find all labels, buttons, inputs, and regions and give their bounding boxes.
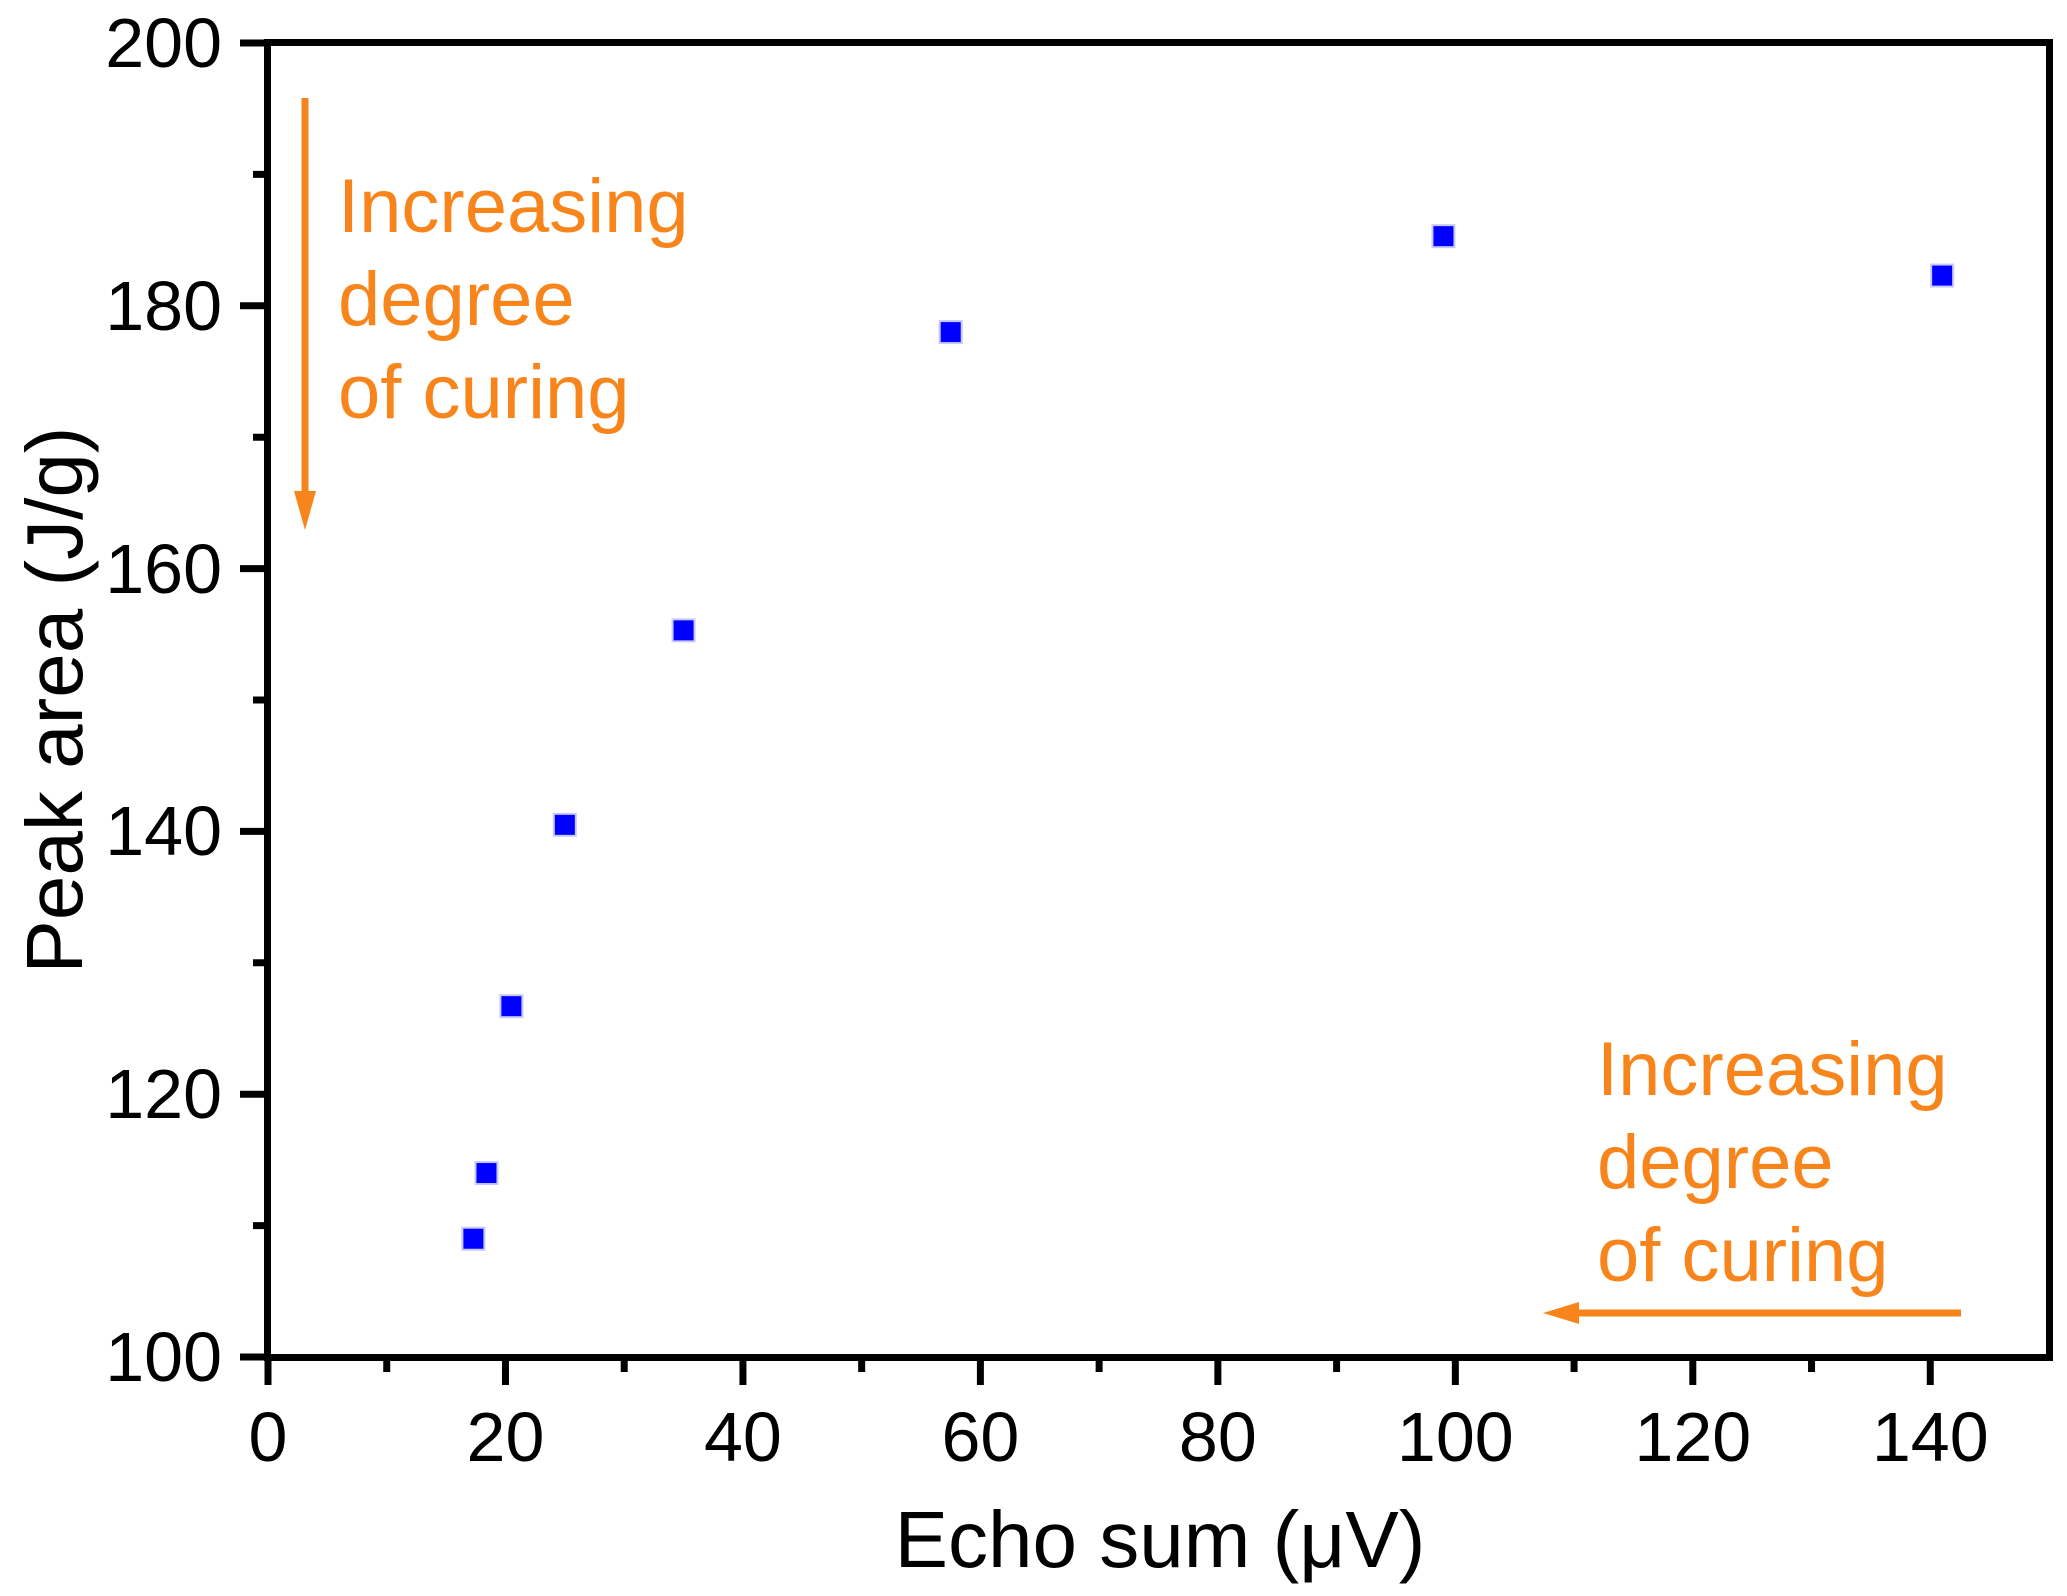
y-tick-label: 120 [105,1055,222,1134]
increasing-curing-left-arrow [1543,1302,1961,1324]
y-axis-title: Peak area (J/g) [10,426,99,974]
annotation-increasing-curing-left: Increasing degree of curing [338,160,689,439]
y-tick-label: 140 [105,792,222,871]
x-tick-label: 100 [1396,1398,1514,1476]
arrow-head-icon [1543,1302,1579,1324]
data-point [461,1226,486,1251]
x-tick-label: 80 [1178,1398,1257,1476]
data-points [461,224,1955,1251]
annotation-line: Increasing [1597,1027,1948,1112]
x-tick-label: 140 [1871,1398,1989,1476]
data-point [474,1161,499,1186]
annotation-line: of curing [1597,1213,1889,1298]
annotation-line: degree [1597,1120,1834,1205]
data-point [499,994,524,1019]
y-tick-label: 200 [105,4,222,82]
y-tick-label: 100 [105,1318,222,1396]
increasing-curing-down-arrow [294,98,316,530]
arrow-head-icon [294,491,316,530]
annotation-line: degree [338,257,575,342]
y-tick-label: 180 [105,266,222,345]
x-tick-label: 120 [1634,1398,1752,1476]
plot-area [264,39,2053,1361]
annotation-line: of curing [338,350,630,435]
data-point [1930,263,1955,288]
annotation-line: Increasing [338,164,689,249]
data-point [938,320,963,345]
x-tick-label: 20 [466,1398,545,1476]
annotation-increasing-curing-right: Increasing degree of curing [1597,1023,1948,1302]
x-tick-label: 40 [703,1398,782,1476]
y-axis-major-ticks [240,39,271,1361]
x-axis-minor-ticks [383,1354,1816,1372]
data-point [552,812,577,837]
y-tick-label: 160 [105,529,222,608]
y-axis-minor-ticks [253,170,271,1230]
x-tick-label: 0 [248,1398,288,1476]
x-axis-title: Echo sum (μV) [894,1495,1426,1584]
data-point [671,618,696,643]
data-point [1431,224,1456,249]
x-tick-label: 60 [941,1398,1020,1476]
